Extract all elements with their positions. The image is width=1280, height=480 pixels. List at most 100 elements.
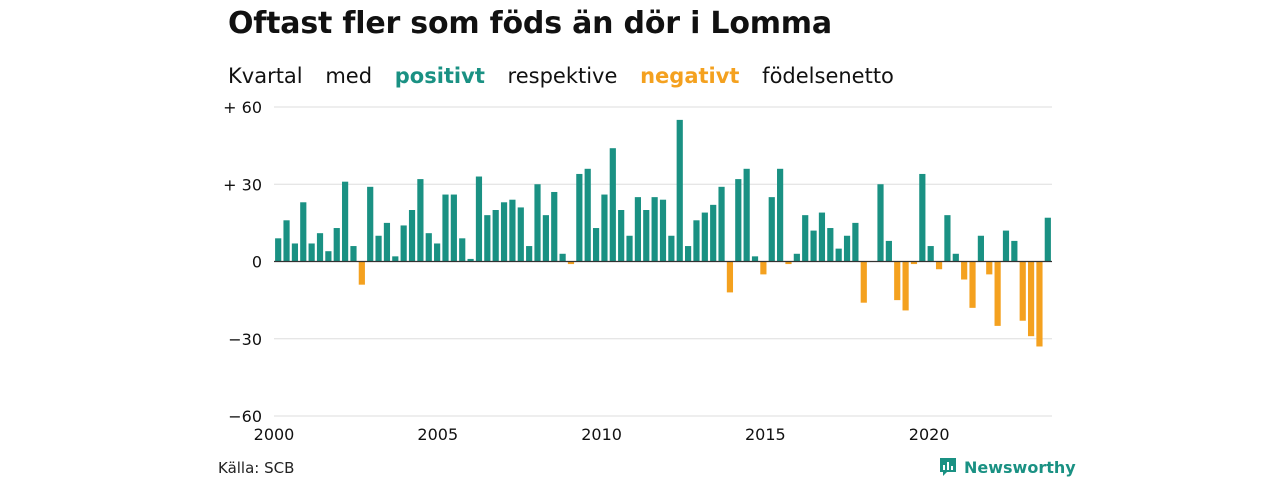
negative-bar xyxy=(994,261,1001,326)
positive-bar xyxy=(977,235,984,262)
subtitle-positive-label: positivt xyxy=(394,64,485,88)
negative-bar xyxy=(358,261,365,285)
negative-bar xyxy=(1027,261,1035,337)
positive-bar xyxy=(852,222,859,262)
positive-bar xyxy=(676,119,683,262)
positive-bar xyxy=(500,202,508,262)
positive-bar xyxy=(492,210,499,262)
positive-bar xyxy=(425,233,432,262)
positive-bar xyxy=(592,228,600,262)
negative-bar xyxy=(935,261,943,270)
positive-bar xyxy=(927,246,934,262)
positive-bar xyxy=(291,243,299,262)
x-tick-label: 2005 xyxy=(417,425,458,444)
negative-bar xyxy=(969,261,976,308)
positive-bar xyxy=(777,168,784,262)
positive-bar xyxy=(643,210,650,262)
positive-bar xyxy=(626,235,633,262)
positive-bar xyxy=(450,194,457,262)
positive-bar xyxy=(768,197,775,262)
positive-bar xyxy=(634,197,641,262)
positive-bar xyxy=(618,210,625,262)
source-note: Källa: SCB xyxy=(218,459,295,477)
positive-bar xyxy=(350,246,357,262)
positive-bar xyxy=(810,230,817,262)
positive-bar xyxy=(735,179,742,262)
positive-bar xyxy=(375,235,382,262)
negative-bar xyxy=(1019,261,1026,321)
positive-bar xyxy=(718,186,725,262)
y-tick-label: 0 xyxy=(252,253,262,272)
x-tick-label: 2010 xyxy=(581,425,622,444)
subtitle-word: Kvartal xyxy=(228,64,303,88)
positive-bar xyxy=(434,243,441,262)
positive-bar xyxy=(308,243,315,262)
positive-bar xyxy=(885,240,892,262)
positive-bar xyxy=(300,202,307,262)
positive-bar xyxy=(316,233,324,262)
subtitle-word: respektive xyxy=(507,64,618,88)
positive-bar xyxy=(333,228,340,262)
positive-bar xyxy=(685,246,692,262)
x-tick-label: 2000 xyxy=(254,425,295,444)
positive-bar xyxy=(275,238,282,262)
positive-bar xyxy=(1011,240,1018,262)
positive-bar xyxy=(659,199,667,262)
positive-bar xyxy=(802,215,809,262)
newsworthy-logo-icon xyxy=(940,458,956,476)
positive-bar xyxy=(1002,230,1010,262)
positive-bar xyxy=(584,168,591,262)
y-tick-label: −30 xyxy=(228,330,262,349)
negative-bar xyxy=(1036,261,1043,347)
positive-bar xyxy=(835,248,842,262)
negative-bar xyxy=(567,261,575,265)
positive-bar xyxy=(818,212,826,262)
positive-bar xyxy=(827,228,834,262)
positive-bar xyxy=(843,235,851,262)
negative-bar xyxy=(860,261,867,303)
y-tick-label: + 30 xyxy=(223,175,262,194)
negative-bar xyxy=(910,261,918,265)
positive-bar xyxy=(484,215,491,262)
positive-bar xyxy=(743,168,750,262)
positive-bar xyxy=(1044,217,1051,262)
negative-bar xyxy=(902,261,909,311)
positive-bar xyxy=(559,253,566,262)
positive-bar xyxy=(526,246,533,262)
negative-bar xyxy=(785,261,792,265)
positive-bar xyxy=(701,212,708,262)
positive-bar xyxy=(400,225,407,262)
brand-name: Newsworthy xyxy=(964,457,1076,477)
x-tick-label: 2020 xyxy=(909,425,950,444)
positive-bar xyxy=(668,235,675,262)
positive-bar xyxy=(459,238,466,262)
negative-bar xyxy=(726,261,734,293)
y-tick-label: −60 xyxy=(228,407,262,426)
positive-bar xyxy=(576,173,583,262)
positive-bar xyxy=(793,253,800,262)
brand-logo[interactable]: Newsworthy xyxy=(938,456,1076,478)
positive-bar xyxy=(367,186,374,262)
subtitle-negative-label: negativt xyxy=(640,64,740,88)
positive-bar xyxy=(952,253,959,262)
y-tick-label: + 60 xyxy=(223,98,262,117)
positive-bar xyxy=(509,199,516,262)
positive-bar xyxy=(392,256,399,262)
positive-bar xyxy=(517,207,524,262)
negative-bar xyxy=(961,261,968,280)
subtitle-word: med xyxy=(325,64,373,88)
positive-bar xyxy=(751,256,759,262)
positive-bar xyxy=(325,251,332,262)
x-tick-label: 2015 xyxy=(745,425,786,444)
subtitle-word: födelsenetto xyxy=(762,64,894,88)
positive-bar xyxy=(383,222,391,262)
chart-title: Oftast fler som föds än dör i Lomma xyxy=(228,6,832,41)
positive-bar xyxy=(408,210,416,262)
positive-bar xyxy=(442,194,449,262)
positive-bar xyxy=(342,181,349,262)
positive-bar xyxy=(534,184,541,262)
positive-bar xyxy=(710,204,717,262)
positive-bar xyxy=(601,194,608,262)
positive-bar xyxy=(944,215,951,262)
